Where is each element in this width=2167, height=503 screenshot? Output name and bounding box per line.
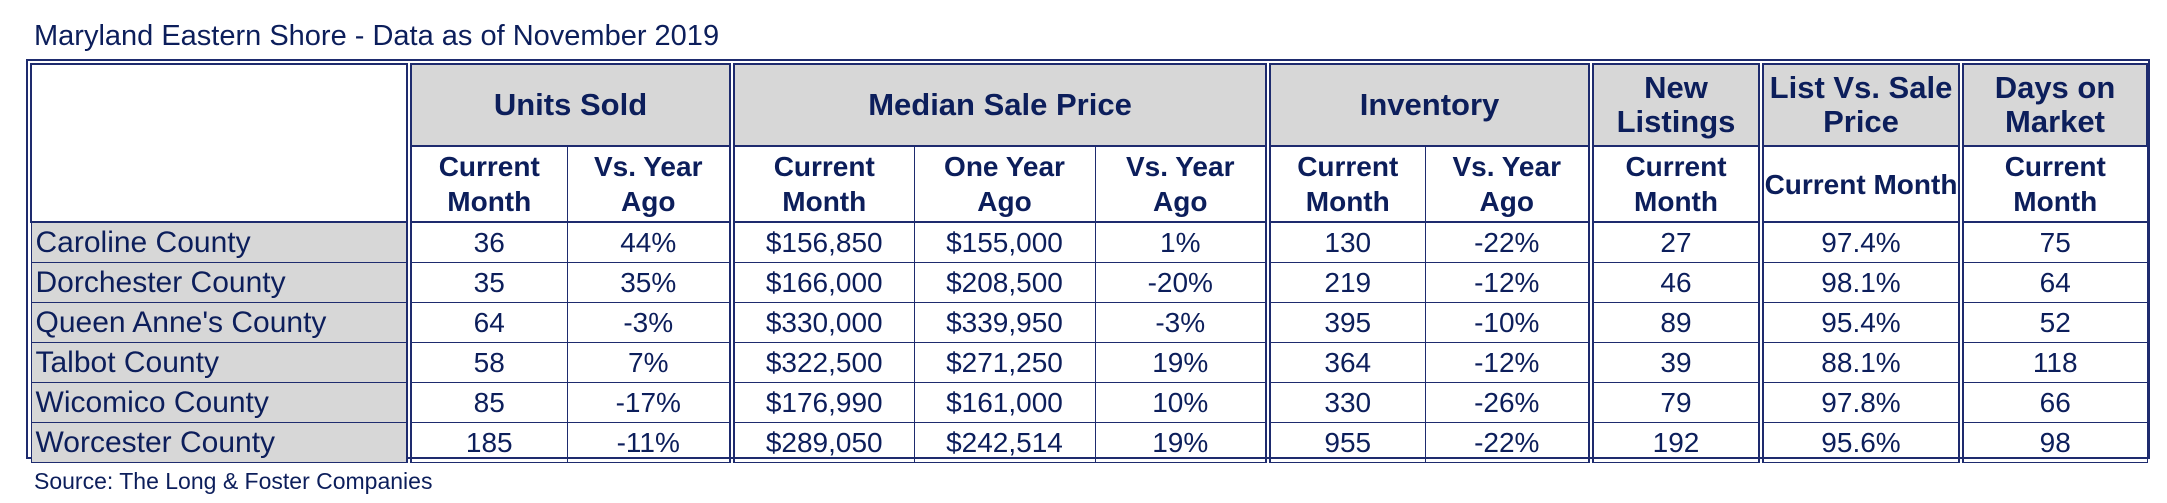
cell-new-listings-current-month: 27 [1588, 221, 1762, 263]
cell-days-current-month: 64 [1958, 262, 2148, 303]
cell-price-current-month: $156,850 [729, 221, 915, 263]
table-row: Dorchester County 35 35% $166,000 $208,500 -2… [30, 262, 2148, 303]
cell-price-current-month: $322,500 [729, 342, 915, 383]
group-header-units-sold: Units Sold [406, 63, 733, 147]
cell-new-listings-current-month: 39 [1588, 342, 1762, 383]
cell-price-vs-year-ago: -20% [1094, 262, 1269, 303]
cell-price-vs-year-ago: 1% [1094, 221, 1269, 263]
cell-list-vs-sale-current-month: 95.4% [1758, 302, 1962, 343]
cell-new-listings-current-month: 192 [1588, 422, 1762, 463]
cell-inventory-vs-year-ago: -12% [1424, 262, 1592, 303]
table-body: Caroline County 36 44% $156,850 $155,000 1% 13… [30, 221, 2148, 463]
table-row: Talbot County 58 7% $322,500 $271,250 19% 364-… [30, 342, 2148, 383]
cell-inventory-current-month: 130 [1265, 221, 1426, 263]
cell-inventory-vs-year-ago: -22% [1424, 221, 1592, 263]
cell-price-current-month: $176,990 [729, 382, 915, 423]
group-header-new-listings: New Listings [1588, 63, 1762, 147]
cell-units-current-month: 64 [406, 302, 568, 343]
cell-units-vs-year-ago: -17% [566, 382, 733, 423]
data-table: Units Sold Median Sale Price Inventory N… [30, 63, 2148, 463]
cell-price-one-year-ago: $155,000 [913, 221, 1096, 263]
cell-units-vs-year-ago: -3% [566, 302, 733, 343]
cell-units-vs-year-ago: 35% [566, 262, 733, 303]
cell-inventory-current-month: 395 [1265, 302, 1426, 343]
cell-units-current-month: 185 [406, 422, 568, 463]
cell-new-listings-current-month: 46 [1588, 262, 1762, 303]
cell-days-current-month: 98 [1958, 422, 2148, 463]
subheader-days-current-month: Current Month [1958, 146, 2148, 223]
cell-price-one-year-ago: $208,500 [913, 262, 1096, 303]
subheader-price-vs-year-ago: Vs. Year Ago [1094, 146, 1269, 223]
cell-new-listings-current-month: 79 [1588, 382, 1762, 423]
table-row: Wicomico County 85 -17% $176,990 $161,000 10%… [30, 382, 2148, 423]
cell-price-vs-year-ago: 19% [1094, 342, 1269, 383]
subheader-list-vs-sale-current-month: Current Month [1758, 146, 1962, 223]
row-label-county: Worcester County [30, 422, 410, 463]
subheader-new-listings-current-month: Current Month [1588, 146, 1762, 223]
group-header-days-on-market: Days on Market [1958, 63, 2148, 147]
cell-days-current-month: 66 [1958, 382, 2148, 423]
cell-inventory-current-month: 330 [1265, 382, 1426, 423]
cell-inventory-vs-year-ago: -10% [1424, 302, 1592, 343]
subheader-units-current-month: Current Month [406, 146, 568, 223]
subheader-inventory-current-month: Current Month [1265, 146, 1426, 223]
cell-inventory-current-month: 955 [1265, 422, 1426, 463]
cell-price-vs-year-ago: 10% [1094, 382, 1269, 423]
cell-list-vs-sale-current-month: 98.1% [1758, 262, 1962, 303]
cell-days-current-month: 75 [1958, 221, 2148, 263]
cell-list-vs-sale-current-month: 97.8% [1758, 382, 1962, 423]
group-header-inventory: Inventory [1265, 63, 1592, 147]
cell-inventory-vs-year-ago: -22% [1424, 422, 1592, 463]
subheader-price-one-year-ago: One Year Ago [913, 146, 1096, 223]
cell-new-listings-current-month: 89 [1588, 302, 1762, 343]
cell-price-vs-year-ago: 19% [1094, 422, 1269, 463]
row-label-county: Talbot County [30, 342, 410, 383]
header-corner [30, 63, 410, 223]
cell-units-vs-year-ago: -11% [566, 422, 733, 463]
row-label-county: Caroline County [30, 221, 410, 263]
cell-units-current-month: 36 [406, 221, 568, 263]
cell-inventory-current-month: 219 [1265, 262, 1426, 303]
cell-list-vs-sale-current-month: 97.4% [1758, 221, 1962, 263]
group-header-median-sale-price: Median Sale Price [729, 63, 1269, 147]
cell-days-current-month: 118 [1958, 342, 2148, 383]
row-label-county: Wicomico County [30, 382, 410, 423]
cell-units-vs-year-ago: 7% [566, 342, 733, 383]
cell-inventory-vs-year-ago: -26% [1424, 382, 1592, 423]
cell-units-vs-year-ago: 44% [566, 221, 733, 263]
cell-price-vs-year-ago: -3% [1094, 302, 1269, 343]
cell-price-one-year-ago: $242,514 [913, 422, 1096, 463]
cell-units-current-month: 58 [406, 342, 568, 383]
cell-units-current-month: 85 [406, 382, 568, 423]
cell-price-current-month: $166,000 [729, 262, 915, 303]
cell-list-vs-sale-current-month: 95.6% [1758, 422, 1962, 463]
cell-price-current-month: $289,050 [729, 422, 915, 463]
table-row: Worcester County 185 -11% $289,050 $242,514 1… [30, 422, 2148, 463]
cell-units-current-month: 35 [406, 262, 568, 303]
subheader-price-current-month: Current Month [729, 146, 915, 223]
cell-list-vs-sale-current-month: 88.1% [1758, 342, 1962, 383]
cell-inventory-current-month: 364 [1265, 342, 1426, 383]
subheader-units-vs-year-ago: Vs. Year Ago [566, 146, 733, 223]
table-title: Maryland Eastern Shore - Data as of Nove… [34, 20, 720, 52]
source-note: Source: The Long & Foster Companies [34, 468, 433, 494]
cell-inventory-vs-year-ago: -12% [1424, 342, 1592, 383]
table-row: Caroline County 36 44% $156,850 $155,000 1% 13… [30, 221, 2148, 263]
cell-price-one-year-ago: $161,000 [913, 382, 1096, 423]
table-row: Queen Anne's County 64 -3% $330,000 $339,950… [30, 302, 2148, 343]
cell-price-current-month: $330,000 [729, 302, 915, 343]
cell-price-one-year-ago: $271,250 [913, 342, 1096, 383]
subheader-inventory-vs-year-ago: Vs. Year Ago [1424, 146, 1592, 223]
group-header-list-vs-sale-price: List Vs. Sale Price [1758, 63, 1962, 147]
row-label-county: Dorchester County [30, 262, 410, 303]
cell-days-current-month: 52 [1958, 302, 2148, 343]
cell-price-one-year-ago: $339,950 [913, 302, 1096, 343]
row-label-county: Queen Anne's County [30, 302, 410, 343]
